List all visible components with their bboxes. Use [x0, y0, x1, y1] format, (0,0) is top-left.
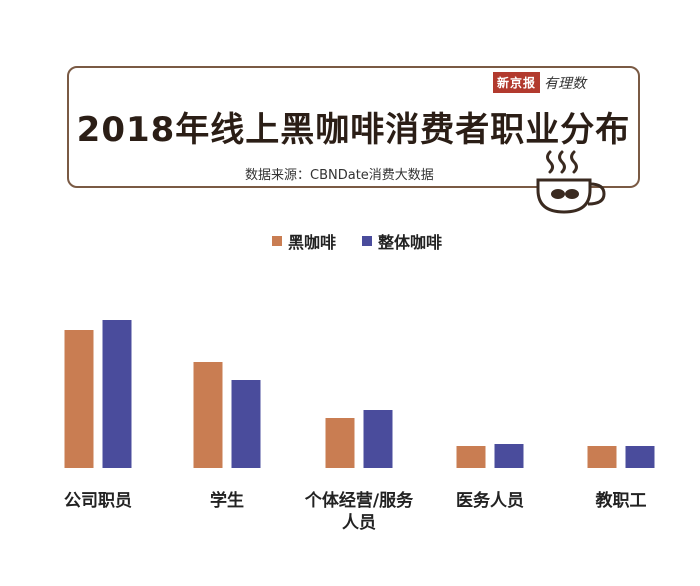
bar-black-coffee-4 [587, 446, 617, 468]
chart-title: 2018年线上黑咖啡消费者职业分布 [76, 110, 631, 150]
legend-item-all-coffee: 整体咖啡 [362, 229, 442, 253]
bar-black-coffee-1 [193, 362, 223, 468]
title-panel: 新京报 有理数 2018年线上黑咖啡消费者职业分布 数据来源：CBNDate消费… [67, 66, 640, 188]
bar-black-coffee-3 [456, 446, 486, 468]
brand-tag: 新京报 [492, 72, 540, 93]
brand-logo: 新京报 有理数 [492, 72, 586, 93]
brand-script: 有理数 [544, 75, 586, 92]
legend: 黑咖啡 整体咖啡 [272, 229, 442, 253]
bar-all-coffee-0 [102, 320, 132, 468]
legend-label-all-coffee: 整体咖啡 [378, 233, 443, 252]
data-source: 数据来源：CBNDate消费大数据 [245, 168, 434, 183]
legend-item-black-coffee: 黑咖啡 [272, 229, 336, 253]
coffee-cup-icon [536, 150, 606, 214]
bar-black-coffee-2 [325, 418, 355, 468]
legend-swatch-all-coffee [362, 236, 373, 246]
x-tick-label-4: 教职工 [595, 490, 647, 511]
x-tick-label-3: 医务人员 [456, 490, 524, 511]
bar-black-coffee-0 [64, 330, 94, 468]
legend-swatch-black-coffee [272, 236, 282, 246]
x-tick-label-2-line-0: 个体经营/服务 [304, 490, 414, 511]
x-tick-label-1: 学生 [210, 490, 244, 511]
bar-all-coffee-2 [363, 410, 393, 468]
bar-all-coffee-3 [494, 444, 524, 468]
bar-all-coffee-1 [231, 380, 261, 468]
x-tick-label-2-line-1: 人员 [342, 513, 376, 533]
legend-label-black-coffee: 黑咖啡 [288, 233, 337, 252]
x-tick-label-0: 公司职员 [64, 491, 132, 511]
bar-all-coffee-4 [625, 446, 655, 468]
